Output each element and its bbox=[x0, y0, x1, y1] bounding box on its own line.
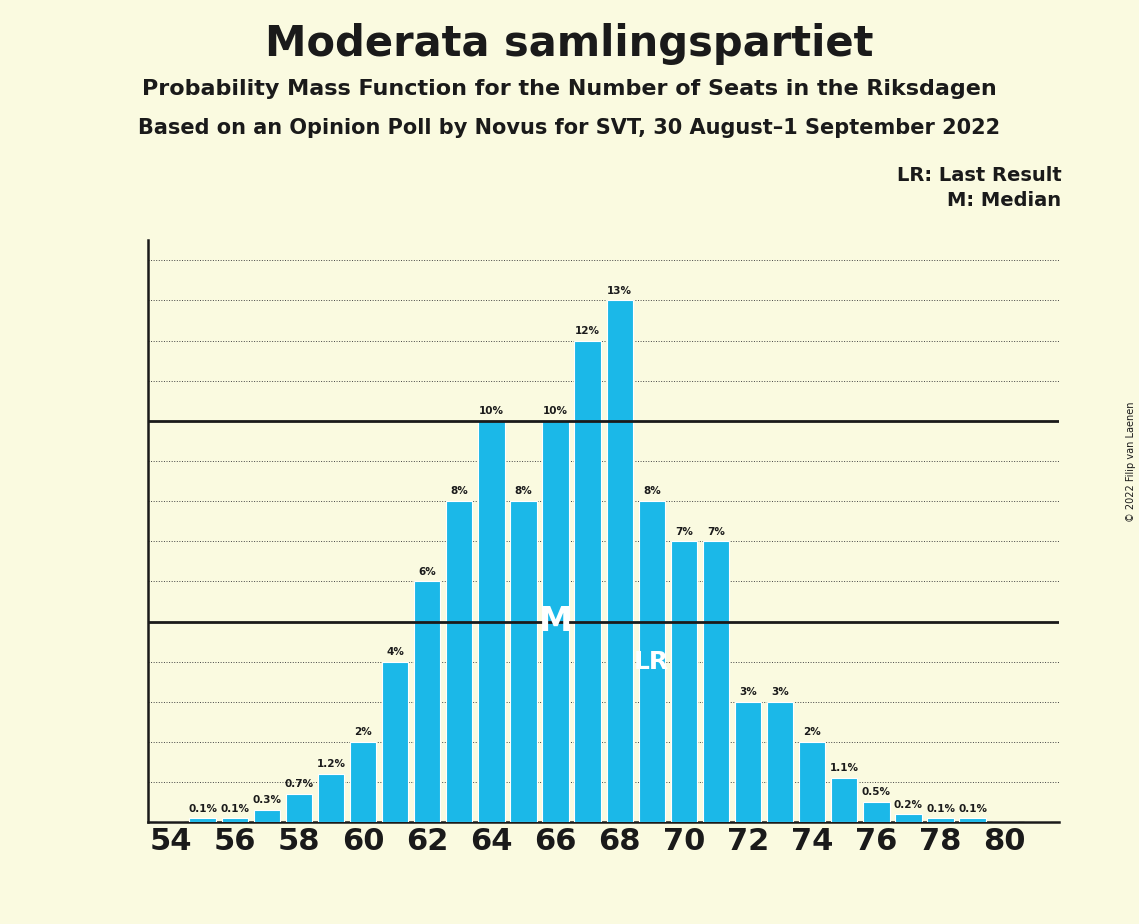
Bar bbox=[415, 581, 441, 822]
Text: 0.5%: 0.5% bbox=[862, 787, 891, 797]
Bar bbox=[735, 702, 761, 822]
Text: Moderata samlingspartiet: Moderata samlingspartiet bbox=[265, 23, 874, 65]
Bar bbox=[446, 501, 473, 822]
Bar bbox=[510, 501, 536, 822]
Text: 0.3%: 0.3% bbox=[252, 796, 281, 806]
Bar bbox=[863, 802, 890, 822]
Text: LR: LR bbox=[634, 650, 670, 674]
Text: 0.1%: 0.1% bbox=[220, 804, 249, 813]
Text: M: Median: M: Median bbox=[948, 191, 1062, 211]
Text: 8%: 8% bbox=[450, 486, 468, 496]
Bar bbox=[927, 819, 953, 822]
Bar bbox=[350, 742, 376, 822]
Text: 1.1%: 1.1% bbox=[830, 763, 859, 773]
Text: 10%: 10% bbox=[478, 406, 503, 416]
Bar bbox=[767, 702, 793, 822]
Text: 10%: 10% bbox=[543, 406, 568, 416]
Bar bbox=[574, 341, 600, 822]
Text: 0.1%: 0.1% bbox=[188, 804, 218, 813]
Bar bbox=[703, 541, 729, 822]
Text: 7%: 7% bbox=[707, 527, 724, 537]
Bar bbox=[222, 819, 248, 822]
Text: 3%: 3% bbox=[739, 687, 757, 697]
Bar bbox=[318, 774, 344, 822]
Text: Based on an Opinion Poll by Novus for SVT, 30 August–1 September 2022: Based on an Opinion Poll by Novus for SV… bbox=[139, 118, 1000, 139]
Text: 0.1%: 0.1% bbox=[958, 804, 988, 813]
Bar bbox=[895, 814, 921, 822]
Bar bbox=[542, 421, 568, 822]
Text: 0.1%: 0.1% bbox=[926, 804, 956, 813]
Text: 1.2%: 1.2% bbox=[317, 760, 345, 770]
Bar bbox=[831, 778, 858, 822]
Text: 0.7%: 0.7% bbox=[285, 780, 313, 789]
Text: 3%: 3% bbox=[771, 687, 789, 697]
Text: M: M bbox=[539, 605, 572, 638]
Text: 8%: 8% bbox=[515, 486, 532, 496]
Bar bbox=[254, 810, 280, 822]
Bar bbox=[959, 819, 985, 822]
Text: 4%: 4% bbox=[386, 647, 404, 657]
Text: LR: Last Result: LR: Last Result bbox=[896, 166, 1062, 186]
Bar bbox=[800, 742, 826, 822]
Bar bbox=[671, 541, 697, 822]
Text: 12%: 12% bbox=[575, 326, 600, 335]
Bar bbox=[382, 662, 408, 822]
Text: 7%: 7% bbox=[675, 527, 693, 537]
Text: 2%: 2% bbox=[354, 727, 372, 737]
Text: 8%: 8% bbox=[642, 486, 661, 496]
Bar bbox=[639, 501, 665, 822]
Text: 6%: 6% bbox=[418, 566, 436, 577]
Bar bbox=[607, 300, 633, 822]
Bar bbox=[478, 421, 505, 822]
Text: 2%: 2% bbox=[803, 727, 821, 737]
Text: Probability Mass Function for the Number of Seats in the Riksdagen: Probability Mass Function for the Number… bbox=[142, 79, 997, 99]
Text: 13%: 13% bbox=[607, 286, 632, 296]
Text: © 2022 Filip van Laenen: © 2022 Filip van Laenen bbox=[1126, 402, 1136, 522]
Bar bbox=[189, 819, 215, 822]
Text: 0.2%: 0.2% bbox=[894, 799, 923, 809]
Bar bbox=[286, 795, 312, 822]
